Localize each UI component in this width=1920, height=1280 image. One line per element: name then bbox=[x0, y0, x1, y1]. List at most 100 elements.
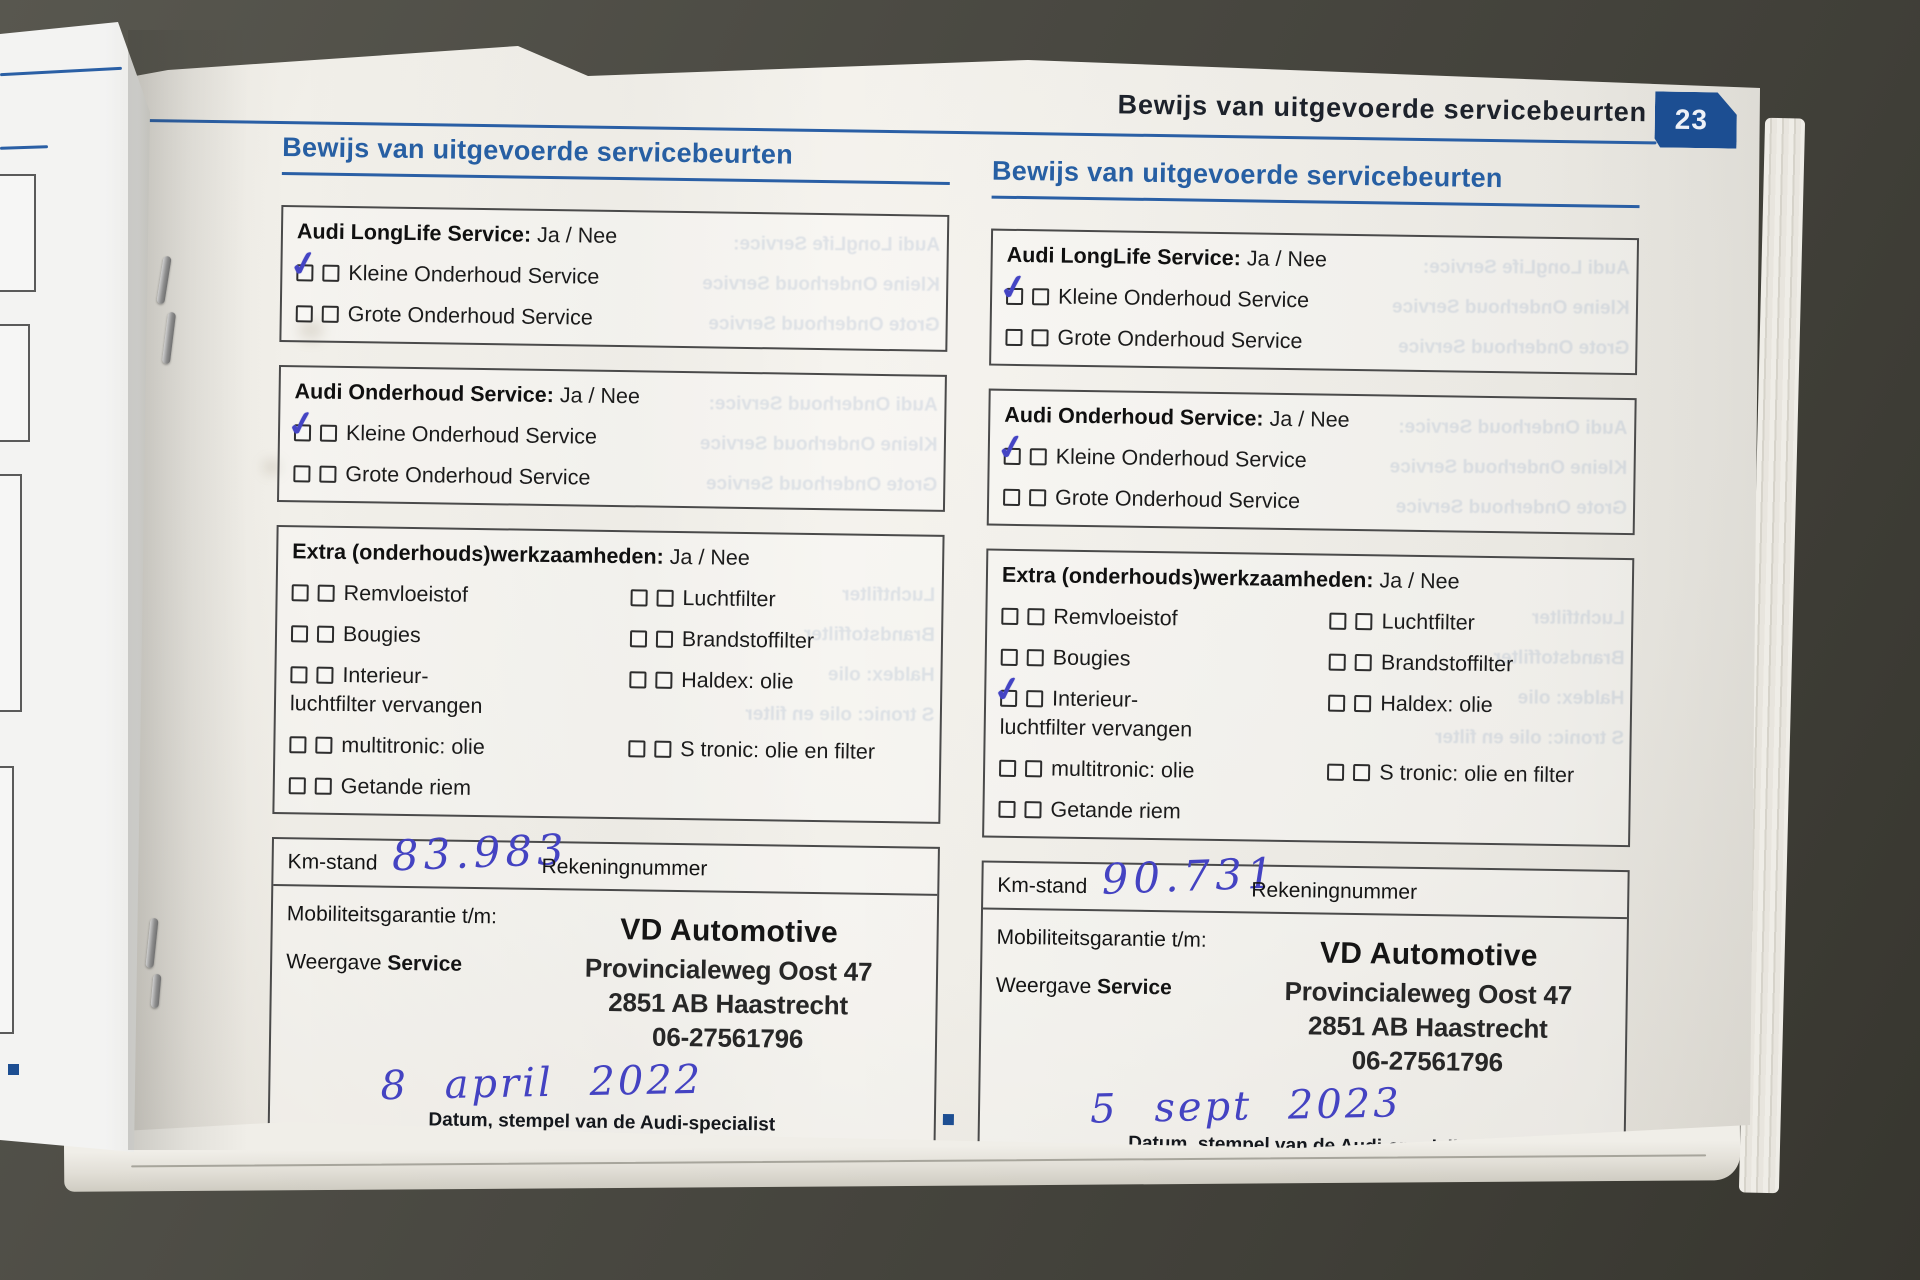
option-label: Grote Onderhoud Service bbox=[345, 462, 591, 490]
option-luchtfilter: Luchtfilter bbox=[1329, 609, 1617, 638]
ja-nee-label: Ja / Nee bbox=[559, 383, 641, 409]
mobility-guarantee-label: Mobiliteitsgarantie t/m: bbox=[996, 925, 1207, 952]
option-label: Brandstoffilter bbox=[681, 627, 815, 653]
page-number-tab: 23 bbox=[1654, 91, 1737, 148]
dealer-stamp: VD Automotive Provincialeweg Oost 47 285… bbox=[1236, 935, 1621, 1081]
checkbox-nee bbox=[1354, 695, 1372, 713]
option-getande-riem: Getande riem bbox=[288, 773, 622, 803]
checkbox-nee bbox=[316, 625, 335, 643]
handwritten-date: 8 april 2022 bbox=[379, 1056, 704, 1110]
paper-stain bbox=[263, 460, 281, 474]
option-kleine-onderhoud: ✓ Kleine Onderhoud Service bbox=[996, 267, 1622, 318]
option-label: Bougies bbox=[1052, 645, 1131, 671]
checkbox-nee bbox=[656, 589, 674, 607]
option-stronic: S tronic: olie en filter bbox=[628, 736, 926, 765]
option-bougies: Bougies bbox=[290, 621, 624, 651]
checkbox-ja bbox=[629, 671, 647, 689]
option-label: Remvloeistof bbox=[343, 580, 469, 607]
option-multitronic: multitronic: olie bbox=[998, 756, 1322, 786]
checkbox-nee bbox=[1029, 489, 1047, 507]
checkbox-nee bbox=[1024, 801, 1042, 819]
checkbox-ja bbox=[629, 630, 647, 648]
checkbox-nee bbox=[1354, 654, 1373, 672]
checkbox-ja bbox=[291, 584, 309, 602]
checkbox-ja bbox=[1327, 763, 1345, 781]
ja-nee-label: Ja / Nee bbox=[1246, 246, 1328, 272]
stamp-box: Km-stand 90.731 Rekeningnummer Mobilitei… bbox=[977, 848, 1644, 1148]
handwritten-date: 5 sept 2023 bbox=[1089, 1080, 1403, 1133]
checkbox-ja bbox=[628, 740, 646, 758]
option-haldex: Haldex: olie bbox=[1328, 691, 1616, 720]
checkbox-nee bbox=[317, 584, 335, 602]
weergave-service-label: Weergave Service bbox=[286, 950, 463, 976]
checkbox-ja bbox=[295, 305, 313, 323]
checkbox-nee bbox=[1027, 608, 1045, 626]
option-label: Interieur- bbox=[1051, 686, 1139, 712]
checkbox-ja bbox=[288, 777, 306, 795]
page-title: Bewijs van uitgevoerde servicebeurten bbox=[991, 155, 1641, 209]
service-entry-right: Bewijs van uitgevoerde servicebeurten Au… bbox=[977, 155, 1644, 1148]
option-stronic: S tronic: olie en filter bbox=[1327, 760, 1615, 789]
option-grote-onderhoud: Grote Onderhoud Service bbox=[293, 461, 929, 495]
option-grote-onderhoud: Grote Onderhoud Service bbox=[1003, 485, 1619, 519]
checkbox-ja bbox=[1328, 694, 1346, 712]
checkbox-ja bbox=[1001, 607, 1019, 626]
option-label-continued: luchtfilter vervangen bbox=[289, 691, 483, 719]
checkbox-ja bbox=[290, 666, 308, 684]
checkbox-nee bbox=[655, 630, 673, 648]
previous-page-edge bbox=[0, 22, 150, 1152]
option-grote-onderhoud: Grote Onderhoud Service bbox=[295, 301, 932, 335]
checkbox-ja bbox=[1329, 612, 1347, 630]
option-kleine-onderhoud: ✓ Kleine Onderhoud Service bbox=[284, 403, 930, 454]
checkbox-ja bbox=[1005, 328, 1023, 347]
option-label: Bougies bbox=[342, 621, 421, 648]
option-label: Kleine Onderhoud Service bbox=[348, 261, 600, 289]
page-title: Bewijs van uitgevoerde servicebeurten bbox=[281, 132, 951, 185]
option-label: Haldex: olie bbox=[681, 668, 794, 694]
ja-nee-label: Ja / Nee bbox=[669, 544, 750, 571]
weergave-service-label: Weergave Service bbox=[995, 973, 1172, 1000]
pen-checkmark: ✓ bbox=[994, 426, 1029, 469]
registration-mark-square bbox=[942, 1113, 954, 1126]
checkbox-nee bbox=[1026, 649, 1044, 667]
stamp-box: Km-stand 83.983 Rekeningnummer Mobilitei… bbox=[267, 825, 954, 1147]
option-label: Kleine Onderhoud Service bbox=[1057, 284, 1310, 313]
option-label: Kleine Onderhoud Service bbox=[345, 421, 598, 449]
km-label: Km-stand bbox=[287, 849, 378, 875]
option-grote-onderhoud: Grote Onderhoud Service bbox=[1005, 325, 1621, 359]
spread-content: Bewijs van uitgevoerde servicebeurten 23… bbox=[48, 46, 1760, 1148]
onderhoud-heading: Audi Onderhoud Service: bbox=[294, 379, 555, 408]
mobility-guarantee-label: Mobiliteitsgarantie t/m: bbox=[286, 902, 498, 929]
option-bougies: Bougies bbox=[1000, 645, 1324, 675]
dealer-address-line1: Provincialeweg Oost 47 bbox=[584, 952, 873, 987]
checkbox-nee bbox=[314, 777, 332, 795]
checkbox-ja bbox=[998, 759, 1017, 777]
longlife-heading: Audi LongLife Service: bbox=[296, 219, 532, 247]
checkbox-nee bbox=[1031, 329, 1049, 347]
checkbox-ja bbox=[630, 589, 648, 607]
checkbox-nee bbox=[319, 465, 337, 483]
checkbox-ja bbox=[1003, 488, 1021, 507]
previous-page-box bbox=[0, 174, 36, 292]
ja-nee-label: Ja / Nee bbox=[1269, 406, 1350, 432]
option-brandstoffilter: Brandstoffilter bbox=[629, 626, 928, 655]
checkbox-ja bbox=[290, 625, 309, 643]
option-label: Getande riem bbox=[1050, 797, 1181, 824]
checkbox-nee bbox=[1353, 763, 1371, 782]
option-label: S tronic: olie en filter bbox=[1379, 760, 1575, 788]
checkbox-nee bbox=[1026, 690, 1044, 708]
option-getande-riem: Getande riem bbox=[998, 797, 1321, 827]
checkbox-nee bbox=[1031, 288, 1050, 306]
dealer-address-line1: Provincialeweg Oost 47 bbox=[1284, 976, 1573, 1011]
longlife-service-box: Audi LongLife Service: Ja / Nee ✓ Kleine… bbox=[279, 205, 950, 352]
registration-mark-square bbox=[8, 1064, 19, 1075]
option-label: S tronic: olie en filter bbox=[680, 737, 876, 764]
km-label: Km-stand bbox=[997, 873, 1088, 898]
option-label-continued: luchtfilter vervangen bbox=[999, 714, 1193, 742]
checkbox-nee bbox=[319, 424, 338, 442]
open-booklet-spread: Bewijs van uitgevoerde servicebeurten 23… bbox=[48, 46, 1760, 1148]
checkbox-ja bbox=[1328, 653, 1347, 671]
option-label: Grote Onderhoud Service bbox=[1054, 485, 1301, 514]
previous-page-box bbox=[0, 766, 14, 1034]
